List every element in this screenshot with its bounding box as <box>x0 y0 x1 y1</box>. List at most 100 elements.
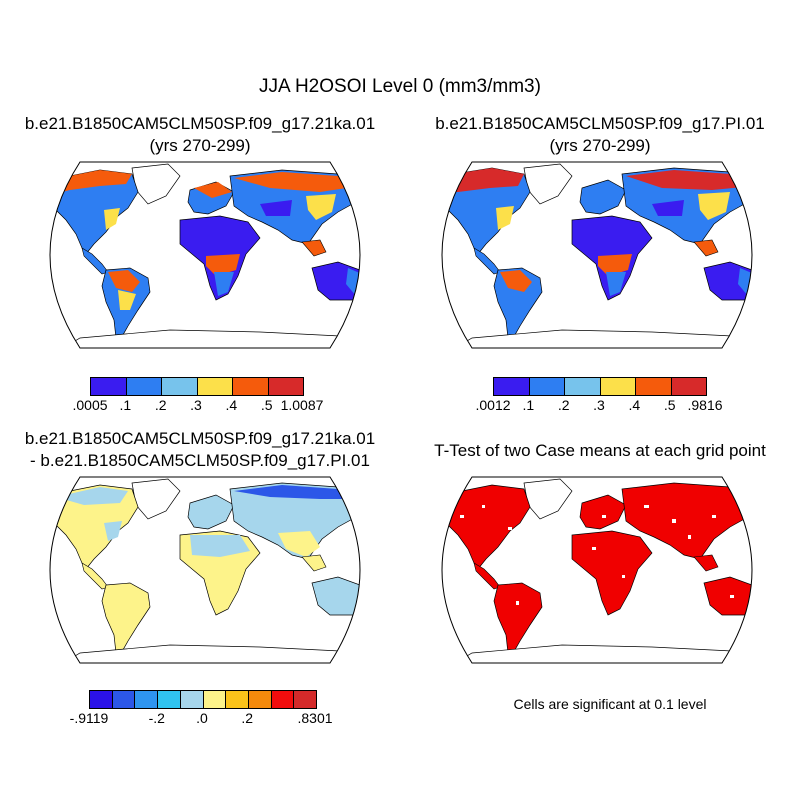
map-ttest <box>441 476 753 664</box>
figure-title: JJA H2OSOI Level 0 (mm3/mm3) <box>259 76 541 97</box>
south-america-wet <box>500 270 532 292</box>
colorbar-box <box>126 378 162 395</box>
colorbar-tick-label: .5 <box>663 397 676 413</box>
europe-landmass <box>579 179 627 215</box>
australia-east <box>346 268 360 296</box>
greenland-landmass <box>523 163 573 205</box>
south-america-central <box>118 290 136 310</box>
colorbar-tick-label: .3 <box>593 397 605 413</box>
africa-central <box>206 254 240 276</box>
asia-south <box>278 531 320 557</box>
panel1-colorbar <box>90 377 304 396</box>
colorbar-box <box>271 691 295 708</box>
antarctica-landmass <box>450 644 743 663</box>
colorbar-box <box>268 378 303 395</box>
asia-desert <box>260 200 292 216</box>
north-america-landmass <box>50 484 139 570</box>
colorbar-tick-label: -.2 <box>148 710 165 726</box>
colorbar-box <box>600 378 636 395</box>
map-outline <box>441 161 753 349</box>
colorbar-box <box>226 691 249 708</box>
greenland-landmass <box>523 478 573 520</box>
significance-note: Cells are significant at 0.1 level <box>513 696 707 712</box>
colorbar-tick-label: .0012 <box>475 397 511 413</box>
panel3-case-b: - b.e21.B1850CAM5CLM50SP.f09_g17.PI.01 <box>30 451 370 470</box>
north-america-east <box>496 206 514 230</box>
panel1-title: b.e21.B1850CAM5CLM50SP.f09_g17.21ka.01 (… <box>0 113 400 157</box>
asia-north <box>234 172 360 192</box>
europe-landmass <box>579 494 627 530</box>
africa-landmass <box>571 530 653 616</box>
nonsignificant-speckles <box>460 505 734 605</box>
southeast-asia-landmass <box>301 239 327 257</box>
colorbar-box <box>158 691 181 708</box>
colorbar-box <box>529 378 565 395</box>
colorbar-tick-label: .3 <box>190 397 202 413</box>
southeast-asia-landmass <box>693 239 719 257</box>
north-america-landmass <box>50 169 139 255</box>
map-outline <box>49 161 361 349</box>
africa-south <box>214 272 234 296</box>
map-outline <box>441 476 753 664</box>
antarctica-landmass <box>58 329 351 348</box>
australia-east <box>738 268 752 296</box>
panel3-title: b.e21.B1850CAM5CLM50SP.f09_g17.21ka.01 -… <box>0 428 400 472</box>
colorbar-box <box>636 378 672 395</box>
greenland-landmass <box>131 163 181 205</box>
asia-east <box>306 194 336 220</box>
colorbar-box <box>233 378 269 395</box>
asia-north-strip <box>234 485 360 499</box>
colorbar-tick-label: .2 <box>557 397 570 413</box>
colorbar-tick-label: .1 <box>522 397 535 413</box>
south-america-wet <box>108 270 140 292</box>
panel4-title: T-Test of two Case means at each grid po… <box>434 441 766 460</box>
colorbar-box <box>248 691 272 708</box>
europe-north <box>194 182 232 198</box>
colorbar-box <box>90 691 113 708</box>
colorbar-box <box>91 378 127 395</box>
panel1-case-name: b.e21.B1850CAM5CLM50SP.f09_g17.21ka.01 <box>24 114 376 133</box>
north-america-landmass <box>442 484 531 570</box>
colorbar-tick-label: .2 <box>241 710 254 726</box>
panel3-case-a: b.e21.B1850CAM5CLM50SP.f09_g17.21ka.01 <box>24 429 376 448</box>
colorbar-tick-label: 1.0087 <box>280 397 324 413</box>
panel2-case-name: b.e21.B1850CAM5CLM50SP.f09_g17.PI.01 <box>435 114 765 133</box>
southeast-asia-landmass <box>301 554 327 572</box>
panel2-title: b.e21.B1850CAM5CLM50SP.f09_g17.PI.01 (yr… <box>400 113 800 157</box>
south-america-landmass <box>493 582 543 656</box>
map-outline <box>49 476 361 664</box>
colorbar-tick-label: .5 <box>260 397 273 413</box>
colorbar-tick-label: -.9119 <box>69 710 109 726</box>
asia-east <box>698 192 730 220</box>
colorbar-box <box>180 691 204 708</box>
colorbar-box <box>565 378 601 395</box>
greenland-landmass <box>131 478 181 520</box>
map-difference <box>49 476 361 664</box>
antarctica-landmass <box>450 329 743 348</box>
map-pi <box>441 161 753 349</box>
asia-north <box>626 170 752 190</box>
north-america-east <box>104 521 122 541</box>
colorbar-box <box>203 691 227 708</box>
colorbar-box <box>197 378 233 395</box>
colorbar-box <box>294 691 317 708</box>
colorbar-box <box>494 378 530 395</box>
central-america-landmass <box>473 247 501 275</box>
colorbar-tick-label: .4 <box>225 397 238 413</box>
central-america-landmass <box>81 247 109 275</box>
colorbar-tick-label: .8301 <box>297 710 333 726</box>
africa-central <box>598 254 632 276</box>
south-america-landmass <box>101 582 151 656</box>
colorbar-box <box>162 378 198 395</box>
europe-landmass <box>187 494 235 530</box>
panel1-years: (yrs 270-299) <box>149 136 251 155</box>
panel2-years: (yrs 270-299) <box>549 136 651 155</box>
south-america-landmass <box>493 267 543 341</box>
colorbar-box <box>671 378 706 395</box>
central-america-landmass <box>473 562 501 590</box>
colorbar-tick-label: .0005 <box>72 397 108 413</box>
sahara-region <box>190 535 250 557</box>
north-america-north <box>56 487 128 505</box>
central-america-landmass <box>81 562 109 590</box>
colorbar-box <box>135 691 159 708</box>
